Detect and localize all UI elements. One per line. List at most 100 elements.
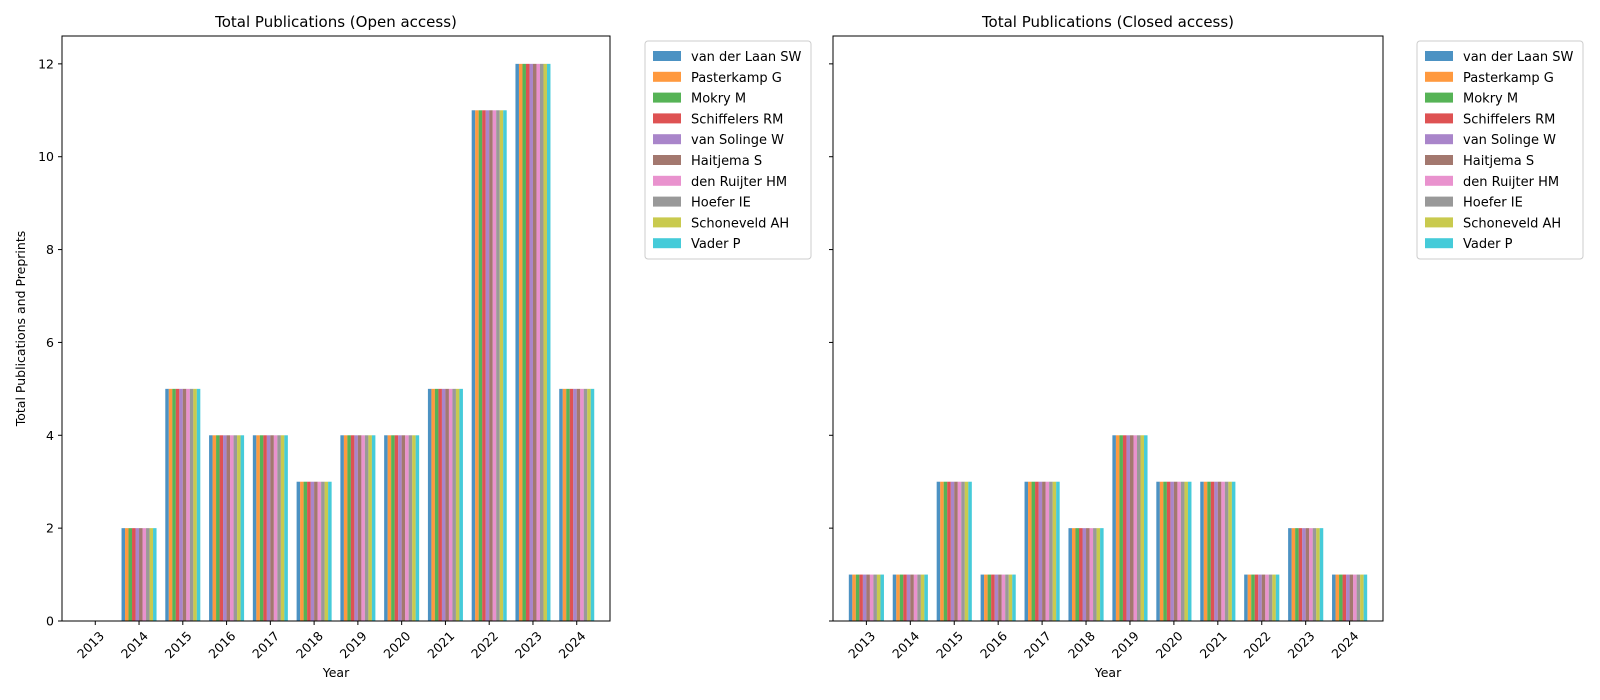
bar [529,63,533,622]
bar [280,435,285,621]
bar [1086,528,1090,621]
bar [186,388,190,621]
legend-swatch [653,51,681,61]
bar [1008,574,1013,621]
bar [1342,574,1347,621]
bar [906,574,911,621]
bar [1163,481,1167,621]
bar [1200,481,1204,621]
y-tick-label: 6 [46,335,54,350]
bar [539,63,544,622]
bar [1258,574,1262,621]
bar [343,435,348,621]
bar [503,110,507,622]
bar [1035,481,1039,621]
bar [307,481,311,621]
bar [899,574,904,621]
y-tick-label: 8 [46,242,54,257]
bar [182,388,187,621]
bar [485,110,490,622]
bar [998,574,1002,621]
bar [1203,481,1208,621]
bar [1136,435,1141,621]
chart-closed-access: Total Publications (Closed access) 2013 2… [829,13,1584,680]
bar [917,574,921,621]
legend-frame [644,40,812,260]
bar [121,528,126,621]
bar [1089,528,1094,621]
y-ticks: 0 2 4 6 8 10 12 [38,56,62,629]
bar [471,110,476,622]
bar [165,388,169,621]
bar [569,388,574,621]
bar [1268,574,1273,621]
y-axis-label: Total Publications and Preprints [13,231,28,428]
bar [1082,528,1087,621]
bar [559,388,563,621]
bar [1177,481,1181,621]
legend-swatch [1425,71,1453,82]
bar [920,574,925,621]
bar [1133,435,1137,621]
bar [317,481,322,621]
legend-swatch [653,71,681,82]
bar [848,574,853,621]
bar [573,388,577,621]
x-axis-label: Year [322,665,350,680]
bar [448,388,453,621]
legend-label: Vader P [691,237,741,252]
bar [546,63,551,622]
legend-label: Haitjema S [691,154,762,169]
bar [1217,481,1222,621]
bar [357,435,362,621]
bar [499,110,504,622]
bar [924,574,928,621]
bar [1144,435,1148,621]
bar [522,63,526,622]
bar [1221,481,1225,621]
bar [1265,574,1269,621]
bar [492,110,497,622]
bar [1075,528,1080,621]
bar [256,435,260,621]
bar [364,435,369,621]
bar [1170,481,1174,621]
bar [1184,481,1188,621]
x-axis-label: Year [1094,665,1122,680]
bar [1332,574,1336,621]
bar [277,435,281,621]
bar [1012,574,1016,621]
bar [892,574,897,621]
bar [434,388,439,621]
legend-swatch [653,134,681,145]
bar [910,574,914,621]
bar [1363,574,1368,621]
bar [212,435,217,621]
bar [583,388,588,621]
bar [193,388,197,621]
bar [950,481,955,621]
bar [391,435,395,621]
bar [489,110,493,622]
bar [964,481,969,621]
bar [350,435,355,621]
legend-swatch [653,113,681,124]
bar [142,528,147,621]
bar [862,574,867,621]
bar [1173,481,1178,621]
bar [168,388,173,621]
bar [876,574,881,621]
bar [441,388,446,621]
axes-frame [61,35,611,622]
legend-label: Mokry M [1463,92,1518,107]
bar [987,574,992,621]
bar [125,528,129,621]
bar [482,110,486,622]
bar [300,481,304,621]
legend-swatch [1425,51,1453,61]
bar [525,63,530,622]
bar [1140,435,1145,621]
bar [252,435,257,621]
bar [328,481,332,621]
legend-swatch [1425,196,1453,207]
